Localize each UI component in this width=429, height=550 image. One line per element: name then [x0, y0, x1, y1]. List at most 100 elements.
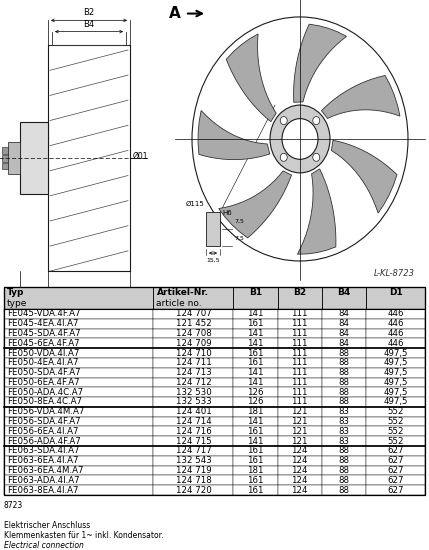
Bar [366, 387, 425, 397]
Text: 124 710: 124 710 [175, 349, 211, 358]
Text: 124 712: 124 712 [175, 378, 211, 387]
Text: 126: 126 [247, 388, 264, 397]
Text: 161: 161 [247, 427, 264, 436]
Text: 111: 111 [291, 368, 308, 377]
Bar [366, 319, 425, 328]
Bar [278, 485, 322, 495]
Bar [154, 358, 233, 368]
Text: Ø115: Ø115 [185, 201, 204, 207]
Text: FE056-6EA.4I.A7: FE056-6EA.4I.A7 [7, 427, 79, 436]
Text: 497,5: 497,5 [383, 349, 408, 358]
Text: 181: 181 [247, 408, 264, 416]
Bar [366, 377, 425, 387]
Bar [233, 368, 278, 377]
Bar [366, 368, 425, 377]
Bar [278, 368, 322, 377]
Text: FE050-6EA.4F.A7: FE050-6EA.4F.A7 [7, 378, 80, 387]
Bar [322, 446, 366, 456]
Text: FE056-SDA.4F.A7: FE056-SDA.4F.A7 [7, 417, 81, 426]
Bar [233, 426, 278, 436]
Bar [366, 358, 425, 368]
Bar [2, 163, 8, 169]
Bar [4, 287, 425, 309]
Bar [154, 377, 233, 387]
Bar [154, 426, 233, 436]
Text: 141: 141 [247, 310, 264, 318]
Text: 121: 121 [291, 408, 308, 416]
Text: Elektrischer Anschluss: Elektrischer Anschluss [4, 521, 90, 530]
Text: 124 714: 124 714 [175, 417, 211, 426]
Text: type: type [7, 299, 27, 308]
Text: 446: 446 [387, 319, 404, 328]
Bar [4, 407, 154, 417]
Polygon shape [219, 171, 292, 238]
Text: 141: 141 [247, 378, 264, 387]
Text: FE063-6EA.4I.A7: FE063-6EA.4I.A7 [7, 456, 79, 465]
Text: 132 533: 132 533 [175, 398, 211, 406]
Bar [366, 475, 425, 485]
Bar [4, 436, 154, 446]
Bar [4, 456, 154, 466]
Bar [154, 368, 233, 377]
Bar [233, 446, 278, 456]
Text: 124 719: 124 719 [175, 466, 211, 475]
Bar [278, 377, 322, 387]
Bar [366, 456, 425, 466]
Text: 124 716: 124 716 [175, 427, 211, 436]
Text: 627: 627 [387, 447, 404, 455]
Text: 88: 88 [338, 388, 350, 397]
Bar [278, 426, 322, 436]
Text: FE050-4EA.4I.A7: FE050-4EA.4I.A7 [7, 359, 79, 367]
Text: A: A [169, 6, 181, 21]
Bar [154, 485, 233, 495]
Bar [278, 348, 322, 358]
Bar [154, 309, 233, 319]
Bar [366, 338, 425, 348]
Bar [48, 45, 130, 271]
Bar [322, 426, 366, 436]
Bar [322, 287, 366, 309]
Text: 124 718: 124 718 [175, 476, 211, 485]
Bar [154, 407, 233, 417]
Text: 84: 84 [338, 339, 350, 348]
Text: 124: 124 [291, 466, 308, 475]
Bar [233, 436, 278, 446]
Bar [366, 466, 425, 475]
Bar [154, 348, 233, 358]
Text: 121 452: 121 452 [175, 319, 211, 328]
Text: 88: 88 [338, 398, 350, 406]
Text: 84: 84 [338, 329, 350, 338]
Bar [4, 319, 154, 328]
Bar [233, 475, 278, 485]
Bar [278, 456, 322, 466]
Bar [278, 287, 322, 309]
Text: 141: 141 [247, 339, 264, 348]
Bar [4, 426, 154, 436]
Bar [4, 397, 154, 407]
Bar [322, 348, 366, 358]
Text: H6: H6 [222, 210, 232, 216]
Text: FE063-8EA.4I.A7: FE063-8EA.4I.A7 [7, 486, 79, 494]
Bar [278, 436, 322, 446]
Text: 161: 161 [247, 447, 264, 455]
Text: 124 708: 124 708 [175, 329, 211, 338]
Text: 15,5: 15,5 [206, 257, 220, 262]
Text: 111: 111 [291, 310, 308, 318]
Bar [233, 417, 278, 426]
Bar [4, 348, 154, 358]
Bar [8, 142, 20, 174]
Polygon shape [331, 140, 397, 213]
Text: 83: 83 [338, 408, 350, 416]
Text: Typ: Typ [7, 288, 24, 297]
Text: 124: 124 [291, 476, 308, 485]
Text: 124 401: 124 401 [175, 408, 211, 416]
Polygon shape [321, 75, 400, 118]
Text: 83: 83 [338, 427, 350, 436]
Text: 497,5: 497,5 [383, 388, 408, 397]
Text: 446: 446 [387, 339, 404, 348]
Bar [278, 328, 322, 338]
Text: 111: 111 [291, 329, 308, 338]
Text: FE050-ADA.4C.A7: FE050-ADA.4C.A7 [7, 388, 83, 397]
Text: 627: 627 [387, 466, 404, 475]
Bar [322, 475, 366, 485]
